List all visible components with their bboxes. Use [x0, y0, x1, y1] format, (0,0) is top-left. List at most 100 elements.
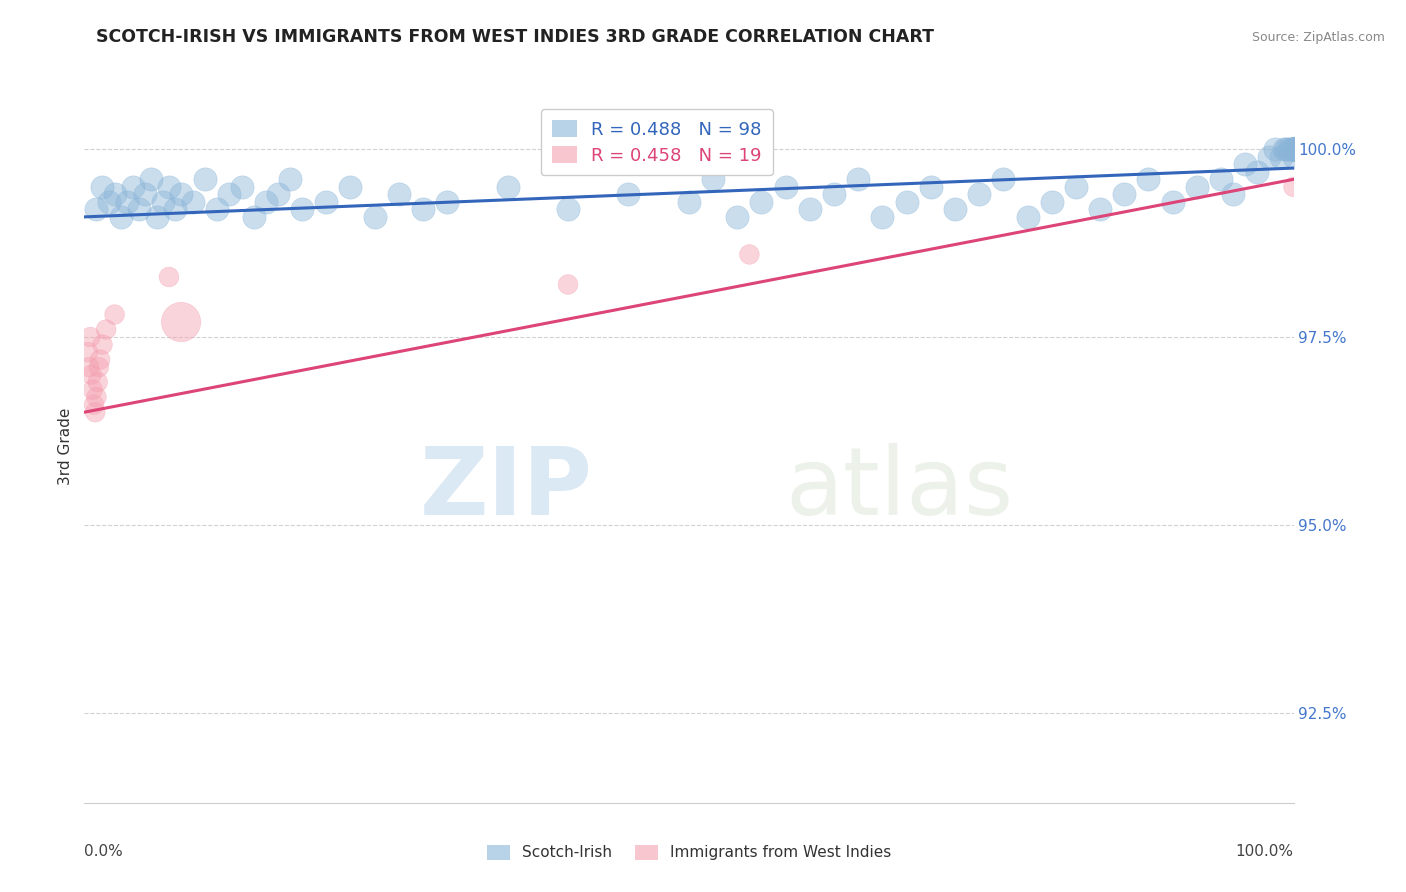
Point — [1258, 150, 1281, 164]
Point — [1282, 142, 1305, 156]
Point — [1278, 142, 1301, 156]
Point — [823, 187, 845, 202]
Point — [1282, 142, 1305, 156]
Point — [86, 375, 108, 389]
Point — [1282, 142, 1305, 156]
Point — [1161, 194, 1184, 209]
Point — [1282, 142, 1305, 156]
Point — [557, 277, 579, 292]
Point — [1282, 142, 1305, 156]
Point — [751, 194, 773, 209]
Point — [1114, 187, 1136, 202]
Point — [1282, 142, 1305, 156]
Point — [896, 194, 918, 209]
Point — [1282, 142, 1305, 156]
Point — [943, 202, 966, 217]
Point — [1137, 172, 1160, 186]
Point — [1222, 187, 1244, 202]
Point — [121, 179, 143, 194]
Point — [84, 405, 107, 419]
Point — [218, 187, 240, 202]
Point — [1282, 142, 1305, 156]
Point — [1282, 142, 1305, 156]
Point — [557, 202, 579, 217]
Legend: Scotch-Irish, Immigrants from West Indies: Scotch-Irish, Immigrants from West Indie… — [481, 838, 897, 866]
Point — [134, 187, 156, 202]
Text: ZIP: ZIP — [419, 442, 592, 535]
Text: atlas: atlas — [786, 442, 1014, 535]
Point — [363, 210, 385, 224]
Point — [872, 210, 894, 224]
Point — [254, 194, 277, 209]
Point — [82, 383, 104, 397]
Point — [87, 360, 110, 375]
Point — [993, 172, 1015, 186]
Point — [291, 202, 314, 217]
Point — [1282, 142, 1305, 156]
Point — [799, 202, 821, 217]
Point — [242, 210, 264, 224]
Text: Source: ZipAtlas.com: Source: ZipAtlas.com — [1251, 31, 1385, 45]
Point — [1270, 150, 1292, 164]
Point — [91, 179, 114, 194]
Point — [436, 194, 458, 209]
Point — [1282, 142, 1305, 156]
Point — [388, 187, 411, 202]
Point — [1185, 179, 1208, 194]
Point — [1064, 179, 1087, 194]
Point — [702, 172, 724, 186]
Point — [1282, 142, 1305, 156]
Point — [170, 187, 193, 202]
Point — [617, 187, 640, 202]
Point — [89, 352, 111, 367]
Point — [77, 360, 100, 375]
Text: 0.0%: 0.0% — [84, 844, 124, 859]
Point — [1282, 142, 1305, 156]
Point — [1264, 142, 1286, 156]
Point — [91, 337, 114, 351]
Point — [181, 194, 204, 209]
Point — [1282, 142, 1305, 156]
Point — [678, 194, 700, 209]
Point — [1282, 142, 1305, 156]
Point — [194, 172, 217, 186]
Point — [846, 172, 869, 186]
Point — [77, 345, 100, 359]
Point — [104, 308, 127, 322]
Point — [1282, 142, 1305, 156]
Point — [80, 368, 103, 382]
Point — [83, 398, 105, 412]
Point — [412, 202, 434, 217]
Point — [1209, 172, 1232, 186]
Point — [170, 315, 193, 329]
Point — [139, 172, 162, 186]
Point — [1282, 142, 1305, 156]
Point — [1282, 142, 1305, 156]
Point — [1282, 142, 1305, 156]
Point — [1282, 142, 1305, 156]
Point — [86, 390, 108, 404]
Point — [1040, 194, 1063, 209]
Point — [1282, 142, 1305, 156]
Point — [1275, 142, 1298, 156]
Point — [1246, 165, 1268, 179]
Point — [725, 210, 748, 224]
Y-axis label: 3rd Grade: 3rd Grade — [58, 408, 73, 484]
Point — [1282, 142, 1305, 156]
Point — [1282, 142, 1305, 156]
Point — [1088, 202, 1111, 217]
Point — [1282, 142, 1305, 156]
Point — [1282, 150, 1305, 164]
Point — [207, 202, 229, 217]
Point — [1282, 142, 1305, 156]
Point — [152, 194, 174, 209]
Point — [920, 179, 942, 194]
Point — [1282, 142, 1305, 156]
Point — [1282, 142, 1305, 156]
Text: SCOTCH-IRISH VS IMMIGRANTS FROM WEST INDIES 3RD GRADE CORRELATION CHART: SCOTCH-IRISH VS IMMIGRANTS FROM WEST IND… — [97, 29, 935, 46]
Point — [738, 247, 761, 261]
Point — [157, 179, 180, 194]
Point — [86, 202, 108, 217]
Point — [1282, 142, 1305, 156]
Point — [1282, 142, 1305, 156]
